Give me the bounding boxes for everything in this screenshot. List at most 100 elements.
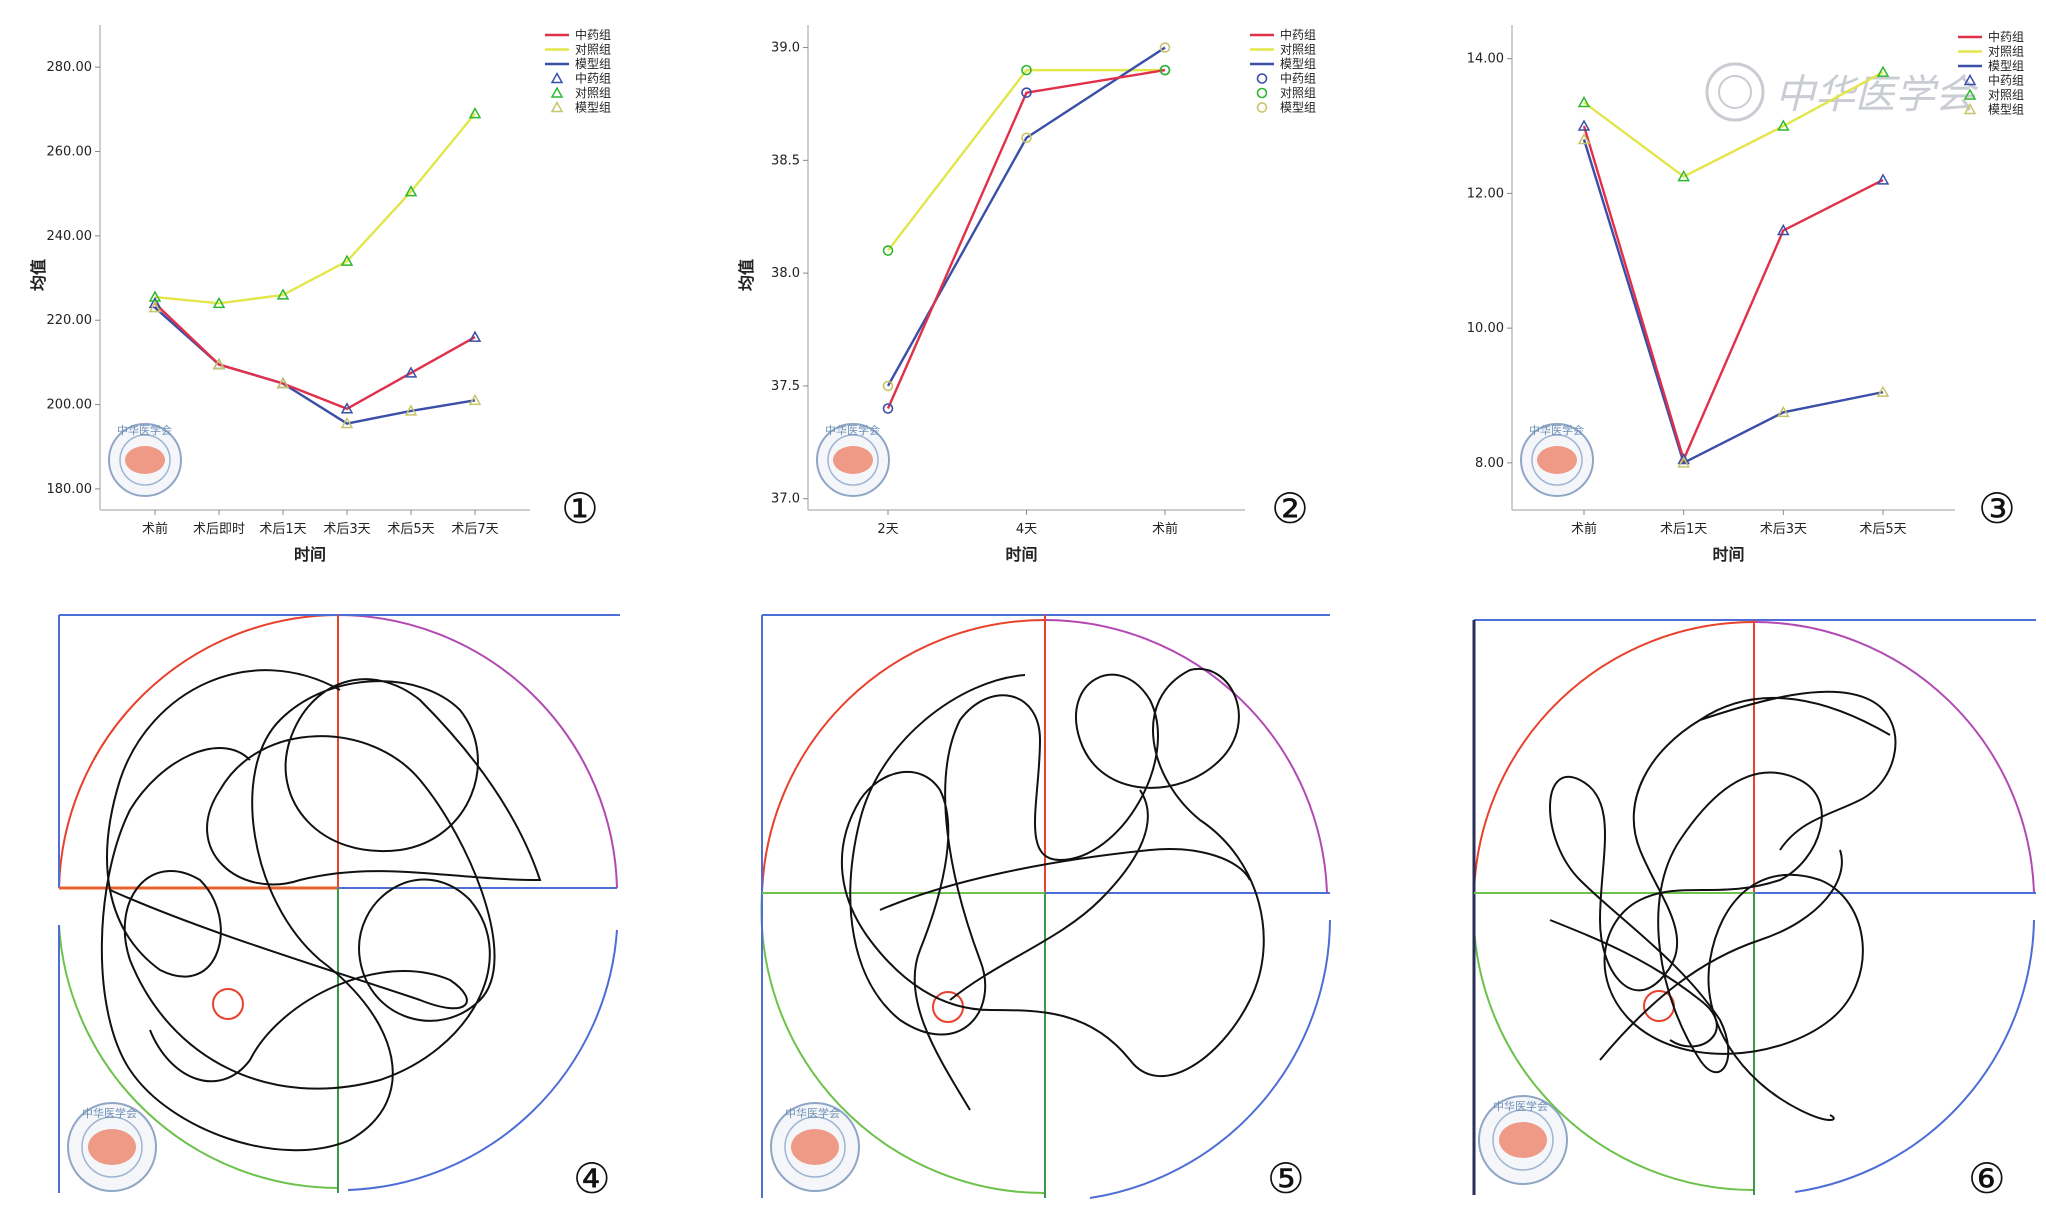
maze-quadrant-ne-arc <box>337 614 618 889</box>
data-point <box>1577 119 1591 131</box>
logo-text: 中华医学会 <box>825 423 880 437</box>
logo-emblem: 中华医学会 <box>108 423 182 497</box>
legend-entry: 中药组 <box>575 71 611 86</box>
data-point <box>882 380 894 392</box>
data-point <box>212 357 226 370</box>
logo-emblem: 中华医学会 <box>1478 1095 1568 1185</box>
data-point <box>1677 456 1690 468</box>
y-tick-label: 180.00 <box>47 482 93 497</box>
legend-marker-swatch <box>1256 87 1268 99</box>
maze-quadrant-ne-arc <box>1753 621 2035 894</box>
x-tick-label: 术后1天 <box>1660 522 1707 537</box>
legend-entry: 对照组 <box>575 86 611 100</box>
data-point <box>1577 95 1591 108</box>
y-tick-label: 280.00 <box>47 60 93 75</box>
data-point <box>1159 42 1171 53</box>
legend-entry: 模型组 <box>1988 59 2024 73</box>
data-point <box>1021 132 1032 144</box>
logo-map-icon <box>1537 446 1577 474</box>
panel-number: ① <box>561 484 599 533</box>
data-point <box>1876 385 1890 397</box>
series-line-1 <box>1583 71 1884 178</box>
legend-entry: 中药组 <box>575 27 611 42</box>
data-point <box>340 402 354 414</box>
data-point <box>340 416 354 429</box>
data-point <box>340 254 354 266</box>
x-tick-label: 术前 <box>1152 521 1178 537</box>
maze-quadrant-sw-arc <box>760 892 1046 1195</box>
legend-entry: 对照组 <box>1280 43 1316 57</box>
data-point <box>1777 223 1790 236</box>
data-point <box>1777 119 1790 131</box>
swim-track-path-2 <box>109 889 468 1083</box>
maze-quadrant-ne-arc <box>1044 619 1328 894</box>
x-tick-label: 2天 <box>877 522 898 537</box>
data-point <box>882 245 894 256</box>
y-tick-label: 37.0 <box>771 492 800 507</box>
legend-entry: 对照组 <box>1988 45 2024 59</box>
logo-emblem: 中华医学会 <box>1520 423 1594 497</box>
legend-marker-swatch <box>1963 102 1977 115</box>
x-tick-label: 术后7天 <box>451 522 498 537</box>
maze-panel-4: 中华医学会 ④ <box>58 614 620 1203</box>
data-point <box>1577 132 1591 145</box>
y-tick-label: 220.00 <box>47 313 93 328</box>
series-line-1 <box>887 68 1165 252</box>
logo-emblem: 中华医学会 <box>770 1102 860 1192</box>
maze-quadrant-se-arc <box>347 929 618 1191</box>
maze-platform-icon <box>212 988 244 1020</box>
data-point <box>1159 64 1171 76</box>
maze-quadrant-sw-arc <box>58 924 339 1189</box>
y-axis-label: 均值 <box>737 259 756 291</box>
data-point <box>468 107 482 119</box>
data-point <box>276 376 290 389</box>
data-point <box>1677 170 1690 182</box>
legend-entry: 对照组 <box>575 43 611 57</box>
watermark-emblem-inner-icon <box>1718 75 1752 109</box>
data-point <box>276 288 290 300</box>
legend-entry: 模型组 <box>1988 103 2024 117</box>
maze-quadrant-nw-arc <box>58 614 339 889</box>
logo-map-icon <box>125 446 165 474</box>
y-tick-label: 10.00 <box>1467 321 1504 336</box>
legend-marker-swatch <box>550 71 564 84</box>
data-point <box>468 330 482 342</box>
series-line-2 <box>154 306 476 425</box>
y-tick-label: 37.5 <box>771 379 800 394</box>
legend-marker-swatch <box>1963 88 1977 100</box>
series-line-0 <box>154 302 476 411</box>
maze-quadrant-se-arc <box>1089 919 1331 1199</box>
data-point <box>1777 405 1790 418</box>
panel-number-6: ⑥ <box>1968 1154 2006 1203</box>
series-line-2 <box>886 46 1166 387</box>
maze-quadrant-nw-arc <box>1473 621 1755 894</box>
maze-quadrant-se-arc <box>1794 919 2035 1193</box>
series-line-1 <box>154 112 476 305</box>
legend-entry: 模型组 <box>575 57 611 71</box>
logo-ring-icon <box>784 1116 846 1178</box>
legend-entry: 对照组 <box>1988 88 2024 102</box>
logo-emblem: 中华医学会 <box>67 1102 157 1192</box>
y-tick-label: 38.0 <box>771 266 800 281</box>
y-tick-label: 38.5 <box>771 153 800 168</box>
data-point <box>1021 64 1032 76</box>
swim-track-path <box>100 669 542 1152</box>
maze-panel-5: 中华医学会 ⑤ <box>760 614 1331 1203</box>
legend-marker-swatch <box>1256 73 1268 84</box>
logo-ring-icon <box>1492 1109 1554 1171</box>
y-tick-label: 12.00 <box>1467 186 1504 201</box>
x-tick-label: 4天 <box>1016 522 1037 537</box>
panel-number-4: ④ <box>573 1154 611 1203</box>
data-point <box>468 393 482 406</box>
legend-entry: 中药组 <box>1988 29 2024 44</box>
data-point <box>404 366 418 378</box>
legend-entry: 模型组 <box>1280 57 1316 71</box>
data-point <box>1876 173 1890 185</box>
data-point <box>404 185 418 197</box>
swim-track-path-2 <box>879 789 1251 1001</box>
swim-track-path-2 <box>1549 849 1843 1061</box>
watermark-text: 中华医学会 <box>1775 72 1979 118</box>
swim-track-path <box>840 667 1265 1111</box>
